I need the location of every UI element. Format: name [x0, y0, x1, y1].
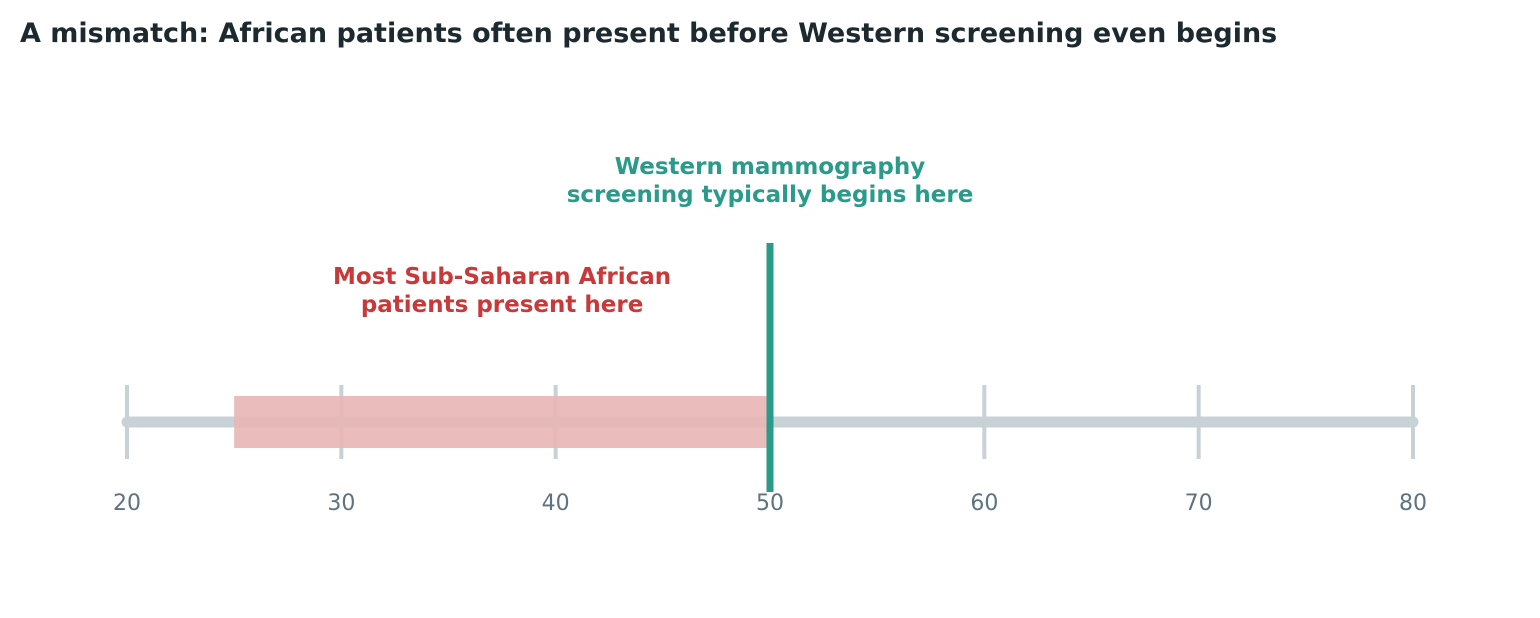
tick-label-40: 40: [542, 491, 570, 516]
tick-label-60: 60: [970, 491, 998, 516]
tick-label-80: 80: [1399, 491, 1427, 516]
presentation-label-line2: patients present here: [361, 292, 644, 318]
presentation-range-group: [234, 396, 770, 448]
screening-label-line2: screening typically begins here: [567, 182, 974, 208]
chart-title: A mismatch: African patients often prese…: [20, 18, 1277, 49]
screening-label-line1: Western mammography: [615, 154, 926, 180]
presentation-label-line1: Most Sub-Saharan African: [333, 264, 671, 290]
tick-label-50: 50: [756, 491, 784, 516]
tick-label-70: 70: [1185, 491, 1213, 516]
tick-label-20: 20: [113, 491, 141, 516]
presentation-range-band: [234, 396, 770, 448]
tick-label-30: 30: [327, 491, 355, 516]
